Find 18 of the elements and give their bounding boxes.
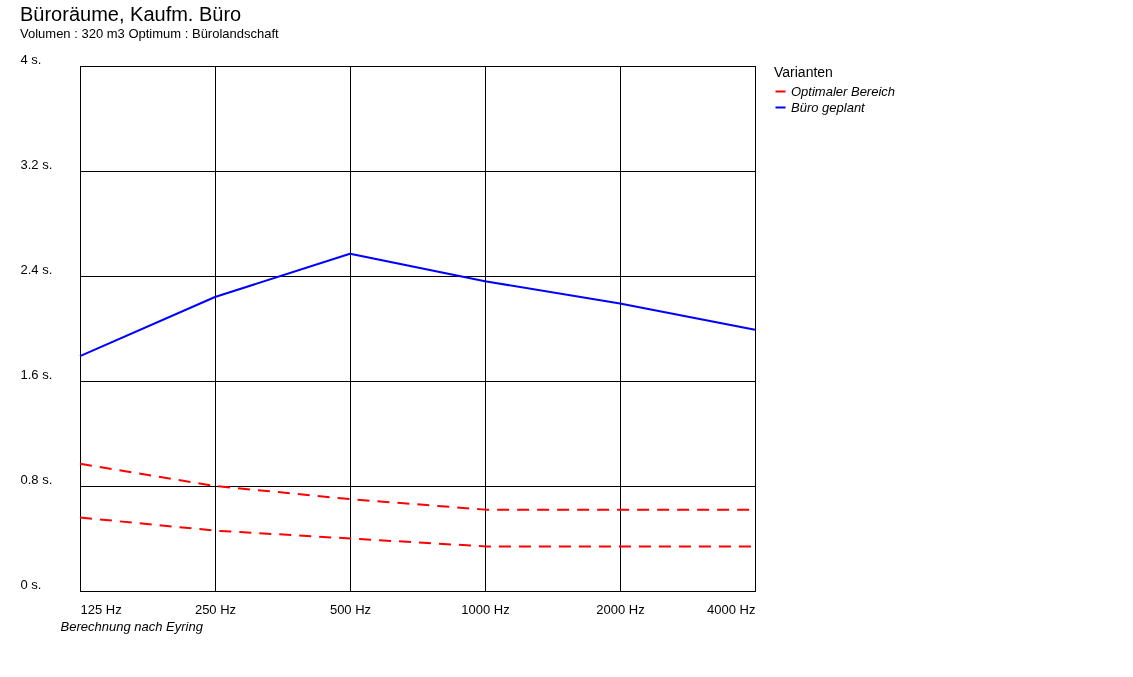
y-tick-label: 0 s.	[20, 576, 42, 592]
x-tick-label: 4000 Hz	[707, 601, 756, 617]
chart-subtitle: Volumen : 320 m3 Optimum : Bürolandschaft	[20, 26, 280, 41]
chart-title: Büroräume, Kaufm. Büro	[20, 3, 242, 25]
y-tick-label: 1.6 s.	[20, 366, 53, 382]
legend-title: Varianten	[774, 64, 833, 80]
text: Berechnung nach Eyring	[60, 618, 204, 634]
x-tick-label: 125 Hz	[80, 601, 122, 617]
y-tick-label: 0.8 s.	[20, 471, 53, 487]
x-tick-label: 250 Hz	[194, 601, 237, 617]
legend-label: Optimaler Bereich	[791, 83, 896, 99]
y-tick-label: 3.2 s.	[20, 156, 53, 172]
x-tick-label: 2000 Hz	[596, 601, 645, 617]
x-tick-label: 1000 Hz	[461, 601, 510, 617]
x-tick-label: 500 Hz	[329, 601, 372, 617]
y-tick-label: 2.4 s.	[20, 261, 53, 277]
y-tick-label: 4 s.	[20, 51, 42, 67]
legend-label: Büro geplant	[791, 99, 867, 115]
